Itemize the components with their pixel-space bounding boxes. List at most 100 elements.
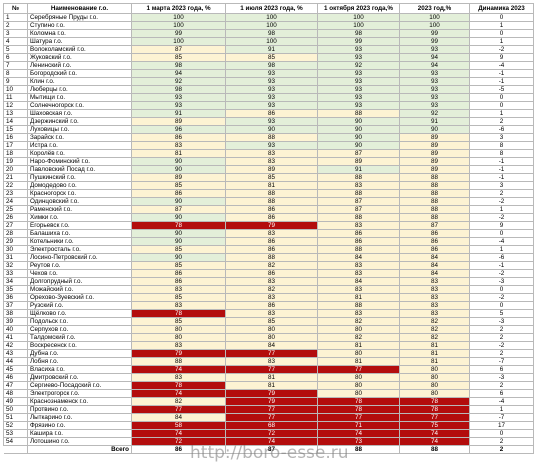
- value-cell: 93: [317, 85, 400, 94]
- value-cell: 78: [131, 309, 226, 318]
- value-cell: 89: [131, 173, 226, 182]
- value-cell: -1: [469, 261, 534, 270]
- district-name: Мытищи г.о.: [27, 93, 132, 102]
- table-row: 51 Лыткарино г.о. 84 77 77 77 -7: [3, 413, 534, 422]
- district-name: Богородский г.о.: [27, 69, 132, 78]
- row-number: 39: [3, 317, 28, 326]
- value-cell: 93: [225, 85, 318, 94]
- value-cell: 98: [131, 85, 226, 94]
- row-number: 12: [3, 101, 28, 110]
- district-name: Власиха г.о.: [27, 365, 132, 374]
- value-cell: 77: [225, 405, 318, 414]
- value-cell: 93: [399, 101, 470, 110]
- value-cell: 100: [131, 21, 226, 30]
- value-cell: -1: [469, 165, 534, 174]
- value-cell: -1: [469, 69, 534, 78]
- table-row: 30 Электросталь г.о. 85 86 88 86 1: [3, 245, 534, 254]
- value-cell: 90: [131, 253, 226, 262]
- total-value: 2: [469, 445, 534, 454]
- value-cell: 6: [469, 365, 534, 374]
- value-cell: 94: [399, 53, 470, 62]
- row-number: 9: [3, 77, 28, 86]
- row-number: 23: [3, 189, 28, 198]
- value-cell: 83: [399, 293, 470, 302]
- value-cell: 84: [317, 253, 400, 262]
- value-cell: 81: [225, 181, 318, 190]
- row-number: 16: [3, 133, 28, 142]
- value-cell: 93: [317, 69, 400, 78]
- value-cell: 74: [399, 437, 470, 446]
- value-cell: 82: [317, 333, 400, 342]
- value-cell: 88: [317, 189, 400, 198]
- row-number: 44: [3, 357, 28, 366]
- district-name: Лосино-Петровский г.о.: [27, 253, 132, 262]
- total-value: 88: [317, 445, 400, 454]
- table-row: 16 Зарайск г.о. 86 88 90 89 3: [3, 133, 534, 142]
- value-cell: 1: [469, 405, 534, 414]
- value-cell: 88: [317, 301, 400, 310]
- row-number: 10: [3, 85, 28, 94]
- district-name: Луховицы г.о.: [27, 125, 132, 134]
- value-cell: 83: [131, 373, 226, 382]
- value-cell: 2: [469, 189, 534, 198]
- district-name: Жуковский г.о.: [27, 53, 132, 62]
- row-number: 36: [3, 293, 28, 302]
- value-cell: 93: [317, 45, 400, 54]
- column-header: 1 марта 2023 года, %: [131, 3, 226, 14]
- value-cell: 93: [225, 93, 318, 102]
- value-cell: 89: [225, 165, 318, 174]
- value-cell: 85: [131, 53, 226, 62]
- district-name: Балашиха г.о.: [27, 229, 132, 238]
- value-cell: 83: [317, 285, 400, 294]
- value-cell: 83: [399, 301, 470, 310]
- value-cell: 74: [131, 429, 226, 438]
- row-number: 20: [3, 165, 28, 174]
- row-number: 50: [3, 405, 28, 414]
- blank-cell: [3, 445, 28, 454]
- value-cell: 87: [317, 197, 400, 206]
- row-number: 13: [3, 109, 28, 118]
- column-header: 2023 год,%: [399, 3, 470, 14]
- value-cell: 94: [131, 69, 226, 78]
- value-cell: 71: [317, 421, 400, 430]
- table-row: 46 Дмитровский г.о. 83 81 80 80 -3: [3, 373, 534, 382]
- value-cell: 2: [469, 381, 534, 390]
- district-name: Орехово-Зуевский г.о.: [27, 293, 132, 302]
- table-row: 21 Пушкинский г.о. 89 85 88 88 -1: [3, 173, 534, 182]
- value-cell: 93: [399, 85, 470, 94]
- district-name: Электрогорск г.о.: [27, 389, 132, 398]
- value-cell: 0: [469, 229, 534, 238]
- value-cell: 100: [131, 13, 226, 22]
- district-name: Лобня г.о.: [27, 357, 132, 366]
- value-cell: 88: [225, 197, 318, 206]
- district-name: Подольск г.о.: [27, 317, 132, 326]
- value-cell: 88: [225, 189, 318, 198]
- value-cell: 88: [399, 205, 470, 214]
- row-number: 8: [3, 69, 28, 78]
- value-cell: 85: [131, 317, 226, 326]
- district-name: Реутов г.о.: [27, 261, 132, 270]
- district-name: Королёв г.о.: [27, 149, 132, 158]
- value-cell: 74: [317, 429, 400, 438]
- value-cell: 82: [131, 397, 226, 406]
- value-cell: 93: [225, 101, 318, 110]
- value-cell: 98: [225, 29, 318, 38]
- value-cell: 83: [317, 269, 400, 278]
- row-number: 52: [3, 421, 28, 430]
- value-cell: 78: [131, 221, 226, 230]
- row-number: 25: [3, 205, 28, 214]
- table-row: 2 Ступино г.о. 100 100 100 100 1: [3, 21, 534, 30]
- value-cell: 83: [225, 229, 318, 238]
- district-name: Долгопрудный г.о.: [27, 277, 132, 286]
- value-cell: 84: [131, 413, 226, 422]
- total-value: 87: [225, 445, 318, 454]
- row-number: 22: [3, 181, 28, 190]
- value-cell: 77: [317, 365, 400, 374]
- value-cell: 88: [317, 173, 400, 182]
- value-cell: -2: [469, 341, 534, 350]
- value-cell: 1: [469, 37, 534, 46]
- value-cell: 83: [131, 341, 226, 350]
- row-number: 27: [3, 221, 28, 230]
- table-row: 11 Мытищи г.о. 93 93 93 93 0: [3, 93, 534, 102]
- value-cell: 77: [317, 413, 400, 422]
